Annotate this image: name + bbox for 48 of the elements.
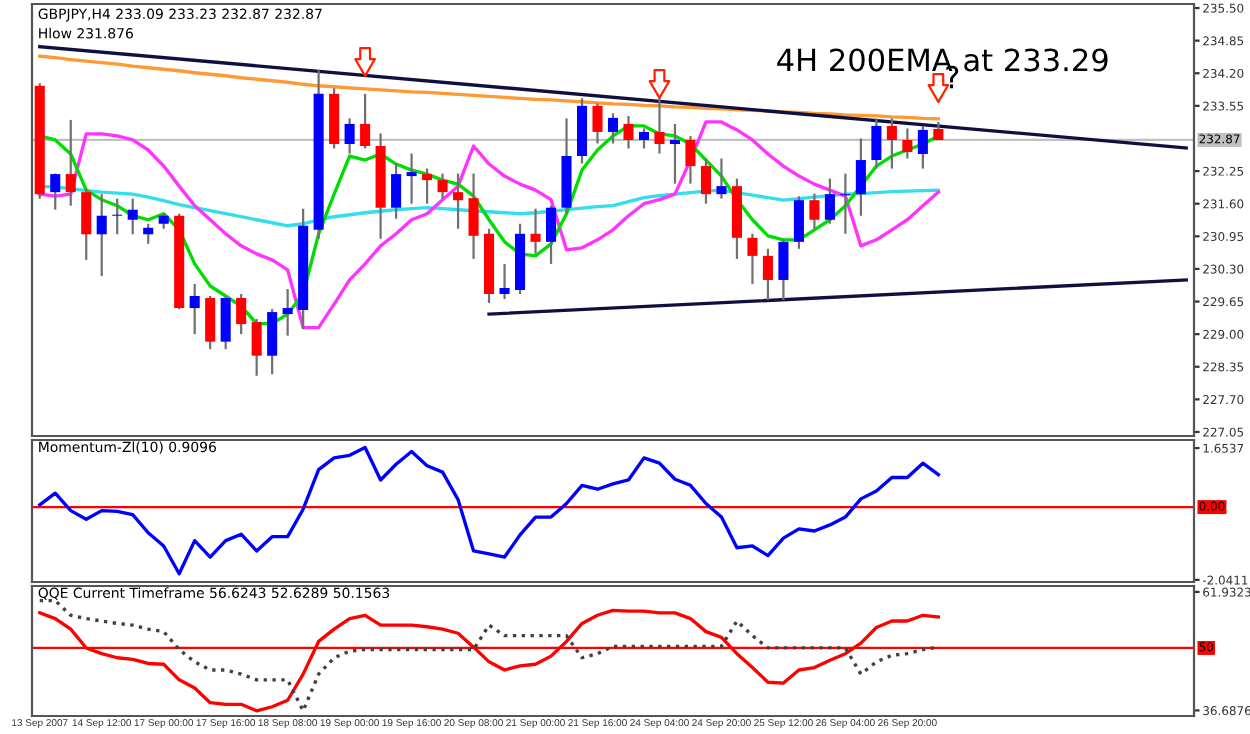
candlestick — [189, 282, 200, 336]
candlestick — [824, 177, 835, 225]
candlestick — [809, 192, 820, 230]
candlestick — [468, 172, 479, 260]
candlestick — [65, 118, 76, 207]
candlestick — [205, 294, 216, 351]
candlestick — [282, 287, 293, 337]
candlestick — [437, 172, 448, 200]
line-series — [38, 445, 941, 576]
candlestick — [422, 167, 433, 205]
candlestick — [871, 117, 882, 170]
candlestick — [81, 187, 92, 261]
candlestick — [638, 127, 650, 150]
candlestick — [360, 92, 371, 150]
candlestick — [747, 232, 758, 286]
candlestick — [933, 120, 944, 142]
candlestick — [545, 204, 557, 266]
candlestick — [344, 117, 355, 155]
candlestick — [623, 114, 634, 150]
candlestick — [499, 262, 510, 301]
candlestick — [112, 197, 123, 236]
candlestick — [778, 237, 789, 302]
candlestick — [127, 197, 138, 236]
candlestick — [530, 207, 541, 255]
candlestick — [840, 172, 851, 235]
candlestick — [654, 96, 665, 155]
candlestick — [607, 112, 619, 145]
candlestick — [453, 172, 464, 230]
candlestick — [793, 195, 804, 250]
candlestick — [251, 317, 262, 377]
candlestick — [592, 102, 603, 145]
candlestick — [50, 172, 61, 211]
candlestick — [267, 307, 278, 376]
candlestick — [220, 294, 231, 351]
candlestick — [902, 127, 913, 160]
candlestick — [406, 152, 417, 205]
candlestick — [886, 117, 897, 170]
candlestick — [716, 157, 727, 200]
candlestick — [917, 124, 928, 170]
candlestick — [236, 292, 247, 336]
candlestick — [143, 222, 154, 245]
candlestick — [669, 122, 681, 185]
candlestick — [700, 157, 711, 205]
candlestick — [685, 134, 696, 185]
candlestick — [96, 193, 107, 278]
candlestick — [762, 247, 773, 302]
candlestick — [855, 137, 866, 217]
candlestick — [391, 162, 402, 220]
